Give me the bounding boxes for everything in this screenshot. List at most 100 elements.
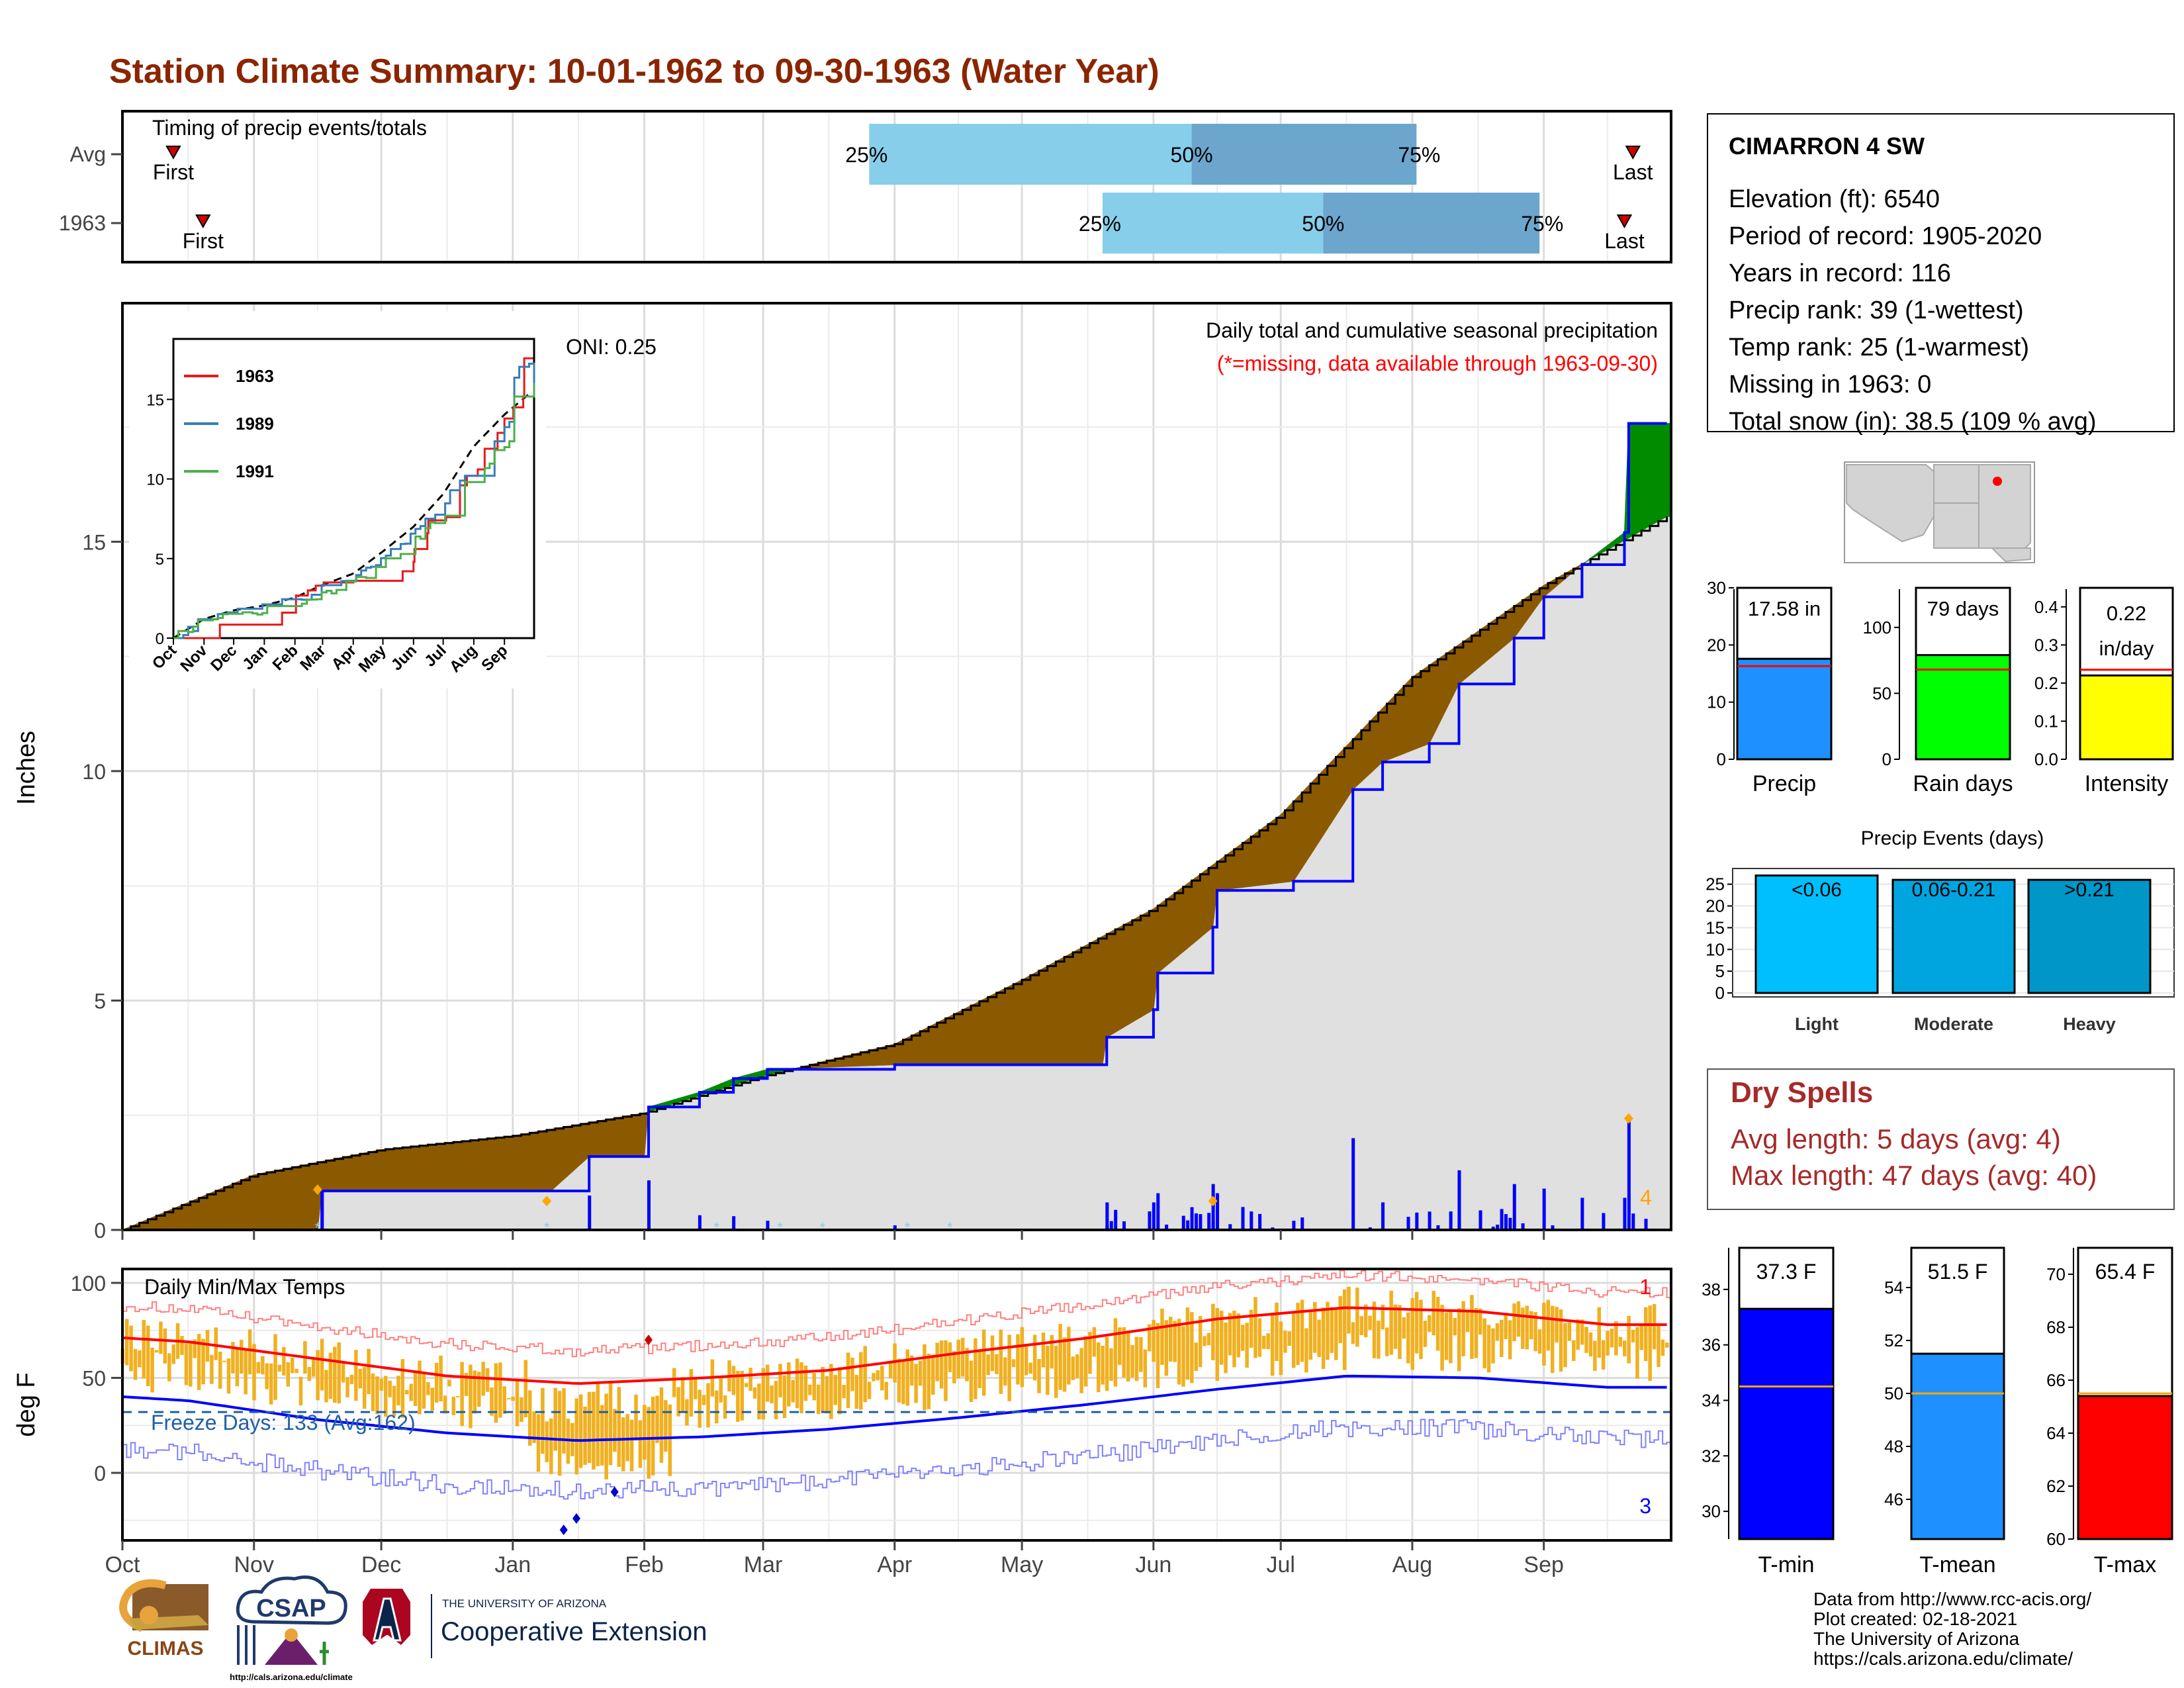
daily-temp-bar	[1521, 1307, 1525, 1349]
events-bar-label: 0.06-0.21	[1912, 879, 1996, 901]
daily-temp-bar	[587, 1391, 592, 1464]
daily-temp-bar	[944, 1340, 948, 1401]
daily-temp-bar	[1576, 1319, 1580, 1350]
precip-departure-fill	[716, 1083, 721, 1092]
precip-departure-fill	[245, 1176, 250, 1231]
tmax-x-label: T-max	[2094, 1552, 2156, 1577]
snow-day-marker: *	[544, 1219, 550, 1236]
precip-departure-fill	[631, 1113, 637, 1157]
climas-logo: CLIMAS	[119, 1579, 208, 1660]
daily-precip-bar	[588, 1196, 592, 1230]
precip-departure-fill	[606, 1118, 611, 1157]
footer-credits: Data from http://www.rcc-acis.org/ Plot …	[1813, 1589, 2091, 1669]
daily-temp-bar	[863, 1346, 867, 1403]
precip-departure-fill	[283, 1168, 289, 1231]
precip-tick-label: 20	[1707, 635, 1726, 655]
daily-temp-bar	[1054, 1345, 1058, 1398]
freeze-days-label: Freeze Days: 133 (Avg:162)	[151, 1411, 416, 1434]
daily-temp-bar	[1330, 1307, 1334, 1353]
timing-box-50-75	[1323, 193, 1540, 254]
precip-y-axis-label: Inches	[13, 731, 40, 805]
daily-precip-bar	[1496, 1225, 1500, 1230]
inset-y-tick-label: 10	[146, 471, 164, 489]
daily-temp-bar	[1011, 1359, 1016, 1368]
daily-temp-bar	[978, 1349, 982, 1388]
precip-departure-fill	[381, 1149, 386, 1192]
daily-temp-bar	[999, 1329, 1003, 1394]
precip-departure-fill	[1437, 655, 1443, 727]
events-tick-label: 25	[1706, 874, 1725, 894]
precip-departure-fill	[393, 1147, 399, 1192]
daily-temp-bar	[1338, 1295, 1342, 1343]
daily-temp-bar	[1173, 1321, 1177, 1362]
daily-temp-bar	[1453, 1318, 1457, 1336]
tmin-tick-label: 34	[1702, 1390, 1721, 1410]
daily-temp-bar	[1164, 1320, 1169, 1376]
daily-temp-bar	[324, 1370, 328, 1403]
inset-1989-line	[173, 362, 535, 639]
daily-temp-bar	[1134, 1336, 1139, 1382]
daily-temp-bar	[1474, 1307, 1479, 1358]
daily-precip-bar	[1194, 1213, 1198, 1230]
daily-temp-bar	[371, 1373, 375, 1411]
daily-temp-bar	[180, 1336, 184, 1355]
daily-temp-bar	[706, 1383, 710, 1428]
precip-departure-fill	[627, 1115, 632, 1157]
events-bar-label: <0.06	[1792, 879, 1842, 901]
events-tick-label: 5	[1715, 961, 1725, 981]
tmean-tick-label: 50	[1884, 1383, 1903, 1403]
precip-departure-fill	[457, 1141, 463, 1192]
precip-departure-fill	[220, 1186, 225, 1231]
precip-departure-fill	[1645, 423, 1651, 530]
precip-departure-fill	[486, 1137, 492, 1192]
daily-temp-bar	[388, 1380, 392, 1397]
daily-temp-bar	[256, 1362, 261, 1374]
precip-departure-fill	[270, 1170, 276, 1231]
daily-temp-bar	[1215, 1307, 1220, 1382]
precip-departure-fill	[1157, 902, 1163, 974]
daily-temp-bar	[752, 1387, 757, 1399]
daily-temp-bar	[676, 1387, 680, 1417]
daily-temp-bar	[197, 1334, 201, 1390]
daily-temp-bar	[825, 1376, 829, 1414]
precip-departure-fill	[996, 990, 1001, 1065]
daily-temp-bar	[596, 1383, 600, 1466]
precip-departure-fill	[410, 1145, 416, 1192]
intensity-value-bar	[2079, 674, 2174, 761]
daily-temp-bar	[867, 1382, 872, 1399]
daily-precip-bar	[1300, 1217, 1304, 1230]
precip-departure-fill	[228, 1183, 234, 1231]
precip-departure-fill	[308, 1162, 314, 1231]
precip-departure-fill	[363, 1151, 369, 1192]
precip-departure-fill	[529, 1131, 535, 1192]
daily-temp-bar	[349, 1374, 354, 1384]
x-month-label: Sep	[1524, 1552, 1564, 1577]
precip-departure-fill	[987, 994, 993, 1065]
intensity-x-label: Intensity	[2085, 771, 2169, 796]
daily-temp-bar	[1347, 1286, 1351, 1334]
daily-temp-bar	[345, 1377, 349, 1397]
x-month-label: Jan	[494, 1552, 531, 1577]
daily-temp-bar	[1479, 1308, 1482, 1335]
daily-precip-bar	[1381, 1202, 1385, 1230]
intensity-value-unit: in/day	[2099, 637, 2154, 660]
precip-departure-fill	[983, 996, 989, 1065]
precip-departure-fill	[203, 1194, 208, 1231]
precip-departure-fill	[512, 1135, 518, 1192]
events-x-label: Light	[1795, 1014, 1839, 1034]
precip-departure-fill	[924, 1026, 929, 1065]
daily-temp-bar	[1185, 1307, 1190, 1380]
daily-temp-bar	[1291, 1313, 1296, 1368]
precip-departure-fill	[588, 1121, 594, 1157]
snow-day-marker: *	[315, 1219, 321, 1236]
daily-temp-bar	[1610, 1329, 1614, 1348]
precip-departure-fill	[610, 1117, 615, 1157]
tmax-tick-label: 66	[2046, 1370, 2066, 1390]
precip-departure-fill	[533, 1131, 539, 1192]
precip-departure-fill	[584, 1122, 590, 1162]
daily-temp-bar	[1550, 1305, 1555, 1374]
snow-day-marker: *	[777, 1219, 783, 1236]
daily-temp-bar	[787, 1362, 791, 1407]
precip-departure-fill	[423, 1144, 429, 1192]
daily-temp-bar	[282, 1346, 286, 1376]
